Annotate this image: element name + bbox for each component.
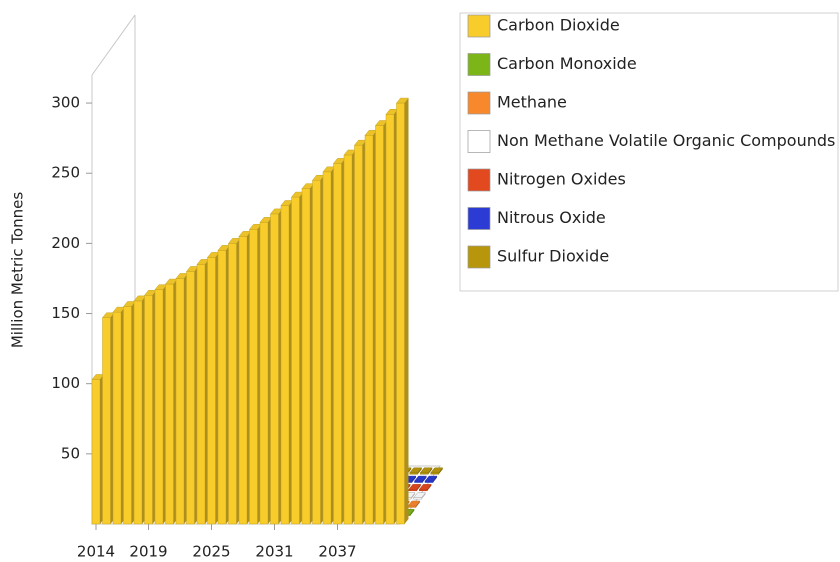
bar bbox=[144, 295, 153, 525]
bar bbox=[102, 317, 111, 525]
bar-side bbox=[404, 98, 409, 524]
series bbox=[91, 97, 410, 525]
x-tick-label: 2025 bbox=[192, 543, 230, 561]
bar bbox=[385, 114, 395, 525]
bar-side bbox=[438, 467, 443, 475]
legend bbox=[459, 12, 839, 292]
bar bbox=[165, 283, 174, 525]
bar bbox=[112, 311, 122, 525]
legend-swatch bbox=[467, 14, 491, 38]
y-axis-title: Million Metric Tonnes bbox=[9, 192, 27, 348]
bar bbox=[343, 154, 353, 525]
bar bbox=[196, 264, 206, 525]
bar bbox=[228, 243, 237, 525]
bar bbox=[238, 236, 248, 525]
bar bbox=[354, 144, 363, 525]
y-tick-label: 200 bbox=[51, 234, 80, 252]
bar-side bbox=[422, 476, 427, 483]
x-tick-label: 2031 bbox=[255, 543, 293, 561]
y-tick-label: 300 bbox=[51, 94, 80, 112]
legend-label: Nitrous Oxide bbox=[497, 208, 606, 227]
legend-swatch bbox=[467, 53, 491, 76]
bar bbox=[133, 300, 143, 525]
wall-top-edge bbox=[91, 14, 136, 76]
bar-side bbox=[415, 500, 420, 508]
legend-swatch bbox=[467, 168, 491, 192]
bar bbox=[291, 196, 300, 525]
legend-label: Carbon Dioxide bbox=[497, 16, 620, 35]
bar-side bbox=[410, 509, 415, 516]
bar bbox=[217, 250, 227, 525]
legend-label: Carbon Monoxide bbox=[497, 54, 637, 73]
x-tick-label: 2037 bbox=[318, 543, 356, 561]
y-tick-label: 250 bbox=[51, 164, 80, 182]
bar bbox=[207, 257, 216, 525]
bar bbox=[322, 171, 332, 525]
bar-side bbox=[433, 476, 437, 483]
y-tick-label: 50 bbox=[61, 444, 80, 462]
bar bbox=[91, 379, 101, 525]
legend-swatch bbox=[467, 130, 491, 153]
y-tick-label: 150 bbox=[51, 304, 80, 322]
bar-side bbox=[421, 492, 426, 500]
x-tick-label: 2019 bbox=[129, 543, 167, 561]
legend-label: Sulfur Dioxide bbox=[497, 247, 609, 266]
bar bbox=[280, 205, 290, 525]
legend-label: Nitrogen Oxides bbox=[497, 170, 626, 189]
bar bbox=[123, 306, 132, 525]
legend-swatch bbox=[467, 245, 491, 269]
bar-side bbox=[412, 476, 416, 483]
bar-side bbox=[427, 484, 432, 491]
bar bbox=[249, 229, 258, 525]
bar-side bbox=[428, 467, 433, 475]
legend-label: Non Methane Volatile Organic Compounds bbox=[497, 131, 835, 150]
bar bbox=[175, 278, 185, 525]
bar bbox=[375, 125, 384, 525]
bar-side bbox=[416, 484, 421, 491]
x-tick-label: 2014 bbox=[77, 543, 115, 561]
bar bbox=[333, 163, 342, 525]
bar-side bbox=[417, 467, 422, 475]
legend-swatch bbox=[467, 207, 491, 230]
bar bbox=[154, 289, 164, 525]
bar bbox=[186, 271, 195, 525]
bar bbox=[396, 102, 405, 525]
bar bbox=[259, 222, 269, 525]
bar bbox=[364, 135, 374, 525]
bar bbox=[301, 188, 311, 525]
legend-label: Methane bbox=[497, 93, 567, 112]
bar bbox=[270, 213, 279, 525]
y-tick-label: 100 bbox=[51, 374, 80, 392]
bar-side bbox=[411, 492, 416, 500]
legend-swatch bbox=[467, 91, 491, 115]
bar bbox=[312, 179, 321, 525]
